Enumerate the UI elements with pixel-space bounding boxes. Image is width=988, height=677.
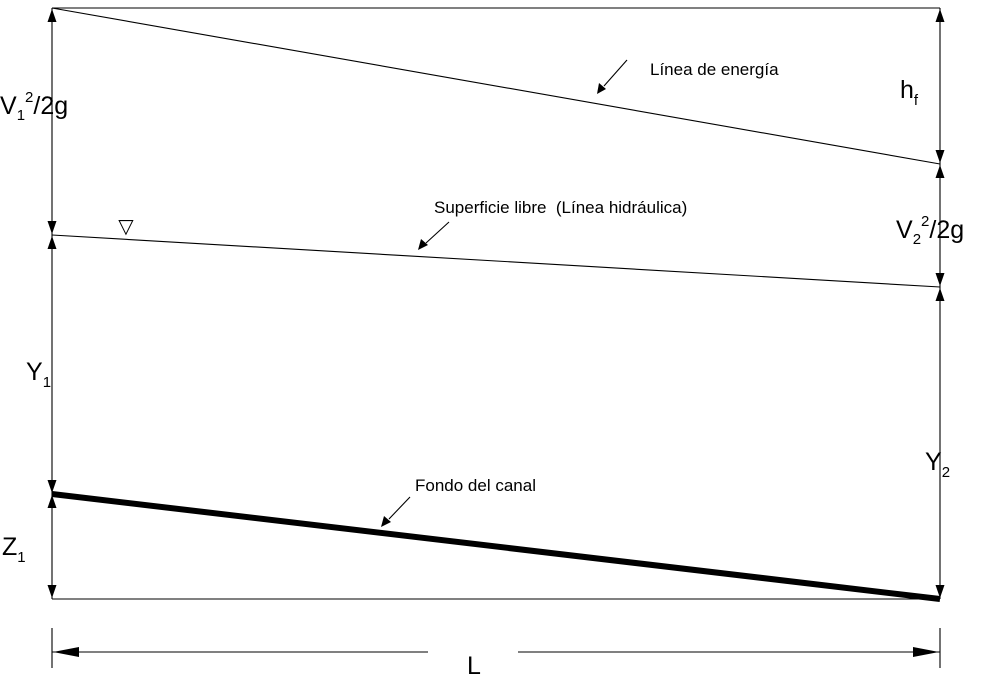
subscript: 2 <box>942 464 950 481</box>
arrowhead <box>47 495 57 508</box>
leader-free-surface <box>418 221 450 250</box>
elevation-1-label: Z1 <box>2 533 26 566</box>
leader-channel-bottom <box>381 496 411 527</box>
water-surface-symbol: ▽ <box>118 214 134 238</box>
leader-arrowhead <box>597 83 606 94</box>
base: Y <box>26 358 43 386</box>
arrowhead <box>47 236 57 249</box>
channel-bottom-line <box>51 491 941 602</box>
arrowhead <box>47 480 57 493</box>
arrowhead <box>935 9 945 22</box>
leader-energy-line <box>597 59 628 94</box>
arrowhead <box>935 165 945 178</box>
leader-line <box>388 496 411 520</box>
arrowhead <box>935 150 945 163</box>
length-arrow-left <box>53 647 79 657</box>
leader-arrowhead <box>418 239 428 250</box>
energy-line-label: Línea de energía <box>650 60 779 79</box>
base: V <box>0 92 17 120</box>
superscript: 2 <box>921 213 929 230</box>
arrowhead <box>47 585 57 598</box>
arrowhead <box>935 585 945 598</box>
depth-1-label: Y1 <box>26 358 51 391</box>
depth-2-label: Y2 <box>925 448 950 481</box>
leader-arrowhead <box>381 516 391 527</box>
leader-line <box>603 59 628 87</box>
subscript: 1 <box>17 107 25 124</box>
base: V <box>896 216 913 244</box>
subscript: 1 <box>17 549 25 566</box>
head-loss-label: hf <box>900 76 919 109</box>
subscript: 2 <box>913 231 921 248</box>
subscript: f <box>914 92 919 109</box>
length-dimension: L <box>51 628 941 677</box>
right-dimension-arrows <box>935 9 945 598</box>
rest: /2g <box>33 92 68 120</box>
leader-line <box>425 221 450 244</box>
velocity-head-2-label: V22/2g <box>896 213 964 248</box>
base: Z <box>2 533 17 561</box>
base: Y <box>925 448 942 476</box>
energy-line <box>51 7 941 165</box>
free-surface-label: Superficie libre (Línea hidráulica) <box>434 198 687 217</box>
arrowhead <box>935 288 945 301</box>
base: h <box>900 76 914 104</box>
arrowhead <box>47 221 57 234</box>
superscript: 2 <box>25 89 33 106</box>
left-dimension-arrows <box>47 9 57 598</box>
channel-bottom-label: Fondo del canal <box>415 476 536 495</box>
length-label: L <box>467 652 481 677</box>
length-arrow-right <box>913 647 939 657</box>
free-surface-line <box>51 234 941 288</box>
rest: /2g <box>929 216 964 244</box>
subscript: 1 <box>43 374 51 391</box>
arrowhead <box>47 9 57 22</box>
velocity-head-1-label: V12/2g <box>0 89 68 124</box>
arrowhead <box>935 273 945 286</box>
